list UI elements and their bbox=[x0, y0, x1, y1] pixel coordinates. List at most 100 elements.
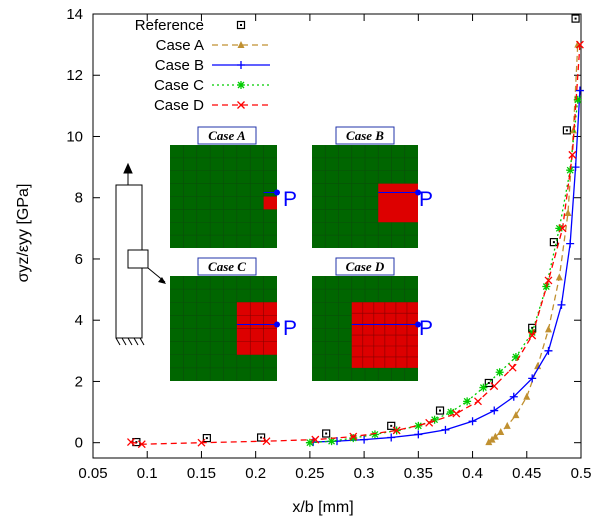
x-tick-label: 0.25 bbox=[295, 465, 324, 482]
inset-title-case-a: Case A bbox=[208, 128, 246, 143]
data-point-case-d bbox=[262, 437, 271, 446]
x-tick-label: 0.05 bbox=[78, 465, 107, 482]
data-point-case-d bbox=[425, 418, 434, 427]
x-tick-label: 0.45 bbox=[512, 465, 541, 482]
data-point-case-d bbox=[392, 426, 401, 435]
data-point-case-a bbox=[564, 209, 572, 217]
legend-marker bbox=[236, 20, 246, 30]
y-tick-label: 8 bbox=[75, 190, 83, 207]
data-point-reference bbox=[322, 429, 331, 438]
data-point-reference bbox=[435, 406, 445, 415]
data-point-case-b bbox=[441, 425, 450, 434]
plot-area bbox=[126, 14, 584, 449]
data-point-case-c bbox=[511, 352, 520, 361]
x-tick-label: 0.4 bbox=[462, 465, 483, 482]
inset-titles: Case A Case B Case C Case D bbox=[197, 126, 395, 276]
refined-region bbox=[263, 196, 277, 210]
plot-frame bbox=[92, 13, 582, 459]
legend: Reference Case A Case B Case C Case D bbox=[135, 17, 270, 114]
data-point-case-b bbox=[544, 346, 553, 355]
mesh-inset-2 bbox=[312, 145, 421, 248]
legend-marker bbox=[237, 41, 245, 48]
data-point-case-a bbox=[523, 392, 531, 400]
data-point-case-b bbox=[360, 435, 369, 444]
mesh-inset-4 bbox=[312, 276, 421, 381]
inset-title-case-d: Case D bbox=[346, 259, 385, 274]
data-point-case-d bbox=[137, 440, 146, 449]
series-case-a bbox=[485, 40, 582, 446]
data-point-case-d bbox=[558, 224, 567, 233]
data-point-case-c bbox=[463, 397, 472, 406]
legend-marker bbox=[237, 81, 245, 89]
data-point-reference bbox=[571, 14, 580, 23]
point-p-marker bbox=[415, 189, 421, 196]
point-label-case-c: P bbox=[283, 317, 297, 340]
y-axis-label: σyz/εyy [GPa] bbox=[15, 184, 32, 283]
data-point-case-a bbox=[497, 427, 505, 435]
data-point-reference bbox=[549, 238, 558, 247]
legend-marker bbox=[237, 101, 245, 109]
y-tick-label: 12 bbox=[66, 67, 83, 84]
mesh-insets bbox=[170, 145, 421, 381]
data-point-case-a bbox=[485, 438, 493, 446]
data-point-case-a bbox=[512, 411, 520, 419]
data-point-case-c bbox=[370, 430, 379, 439]
legend-label-case-d: Case D bbox=[154, 97, 204, 114]
x-axis-label: x/b [mm] bbox=[292, 499, 353, 516]
data-point-case-c bbox=[430, 415, 439, 424]
x-tick-label: 0.2 bbox=[245, 465, 266, 482]
data-point-case-d bbox=[452, 409, 461, 418]
data-point-case-a bbox=[491, 432, 499, 440]
data-point-case-d bbox=[126, 438, 135, 447]
point-p-marker bbox=[274, 189, 280, 196]
data-point-case-c bbox=[528, 328, 537, 337]
data-point-case-d bbox=[349, 432, 358, 441]
x-tick-label: 0.15 bbox=[187, 465, 216, 482]
y-tick-label: 2 bbox=[75, 373, 83, 390]
series-line-case-d bbox=[130, 44, 581, 445]
data-point-case-b bbox=[414, 430, 423, 439]
data-point-case-b bbox=[557, 300, 566, 309]
data-point-case-b bbox=[566, 239, 575, 248]
data-point-case-a bbox=[544, 325, 552, 333]
data-point-case-d bbox=[311, 435, 320, 444]
point-label-case-a: P bbox=[283, 188, 297, 211]
data-point-case-b bbox=[468, 417, 477, 426]
data-point-case-d bbox=[474, 397, 482, 406]
x-tick-label: 0.35 bbox=[404, 465, 433, 482]
data-point-case-c bbox=[349, 434, 358, 443]
data-point-case-c bbox=[327, 437, 336, 446]
point-label-case-d: P bbox=[419, 317, 433, 340]
data-point-case-d bbox=[568, 150, 577, 159]
data-point-case-d bbox=[508, 363, 517, 372]
legend-label-case-a: Case A bbox=[156, 37, 204, 54]
y-tick-label: 14 bbox=[66, 6, 83, 23]
data-point-case-b bbox=[528, 374, 537, 383]
point-p-marker bbox=[274, 321, 280, 328]
data-point-case-d bbox=[544, 276, 553, 285]
data-point-case-c bbox=[305, 438, 314, 447]
y-tick-label: 4 bbox=[75, 312, 83, 329]
y-tick-label: 6 bbox=[75, 251, 83, 268]
data-point-case-b bbox=[575, 86, 584, 95]
data-point-case-b bbox=[509, 392, 518, 401]
data-point-reference bbox=[387, 421, 396, 430]
legend-marker bbox=[237, 61, 245, 69]
data-point-case-d bbox=[528, 331, 537, 340]
data-point-case-c bbox=[495, 368, 504, 377]
data-point-case-a bbox=[555, 273, 563, 281]
data-point-case-c bbox=[414, 421, 423, 430]
data-point-case-c bbox=[479, 383, 488, 392]
legend-label-reference: Reference bbox=[135, 17, 204, 34]
y-tick-label: 10 bbox=[66, 128, 83, 145]
series-case-d bbox=[126, 40, 584, 449]
data-point-case-c bbox=[446, 408, 455, 417]
series-line-case-a bbox=[488, 44, 579, 443]
mesh-inset-1 bbox=[170, 145, 280, 248]
legend-label-case-c: Case C bbox=[154, 77, 204, 94]
data-point-reference bbox=[202, 433, 211, 443]
data-point-case-a bbox=[503, 421, 511, 429]
data-point-reference bbox=[562, 126, 572, 135]
point-label-case-b: P bbox=[419, 188, 433, 211]
